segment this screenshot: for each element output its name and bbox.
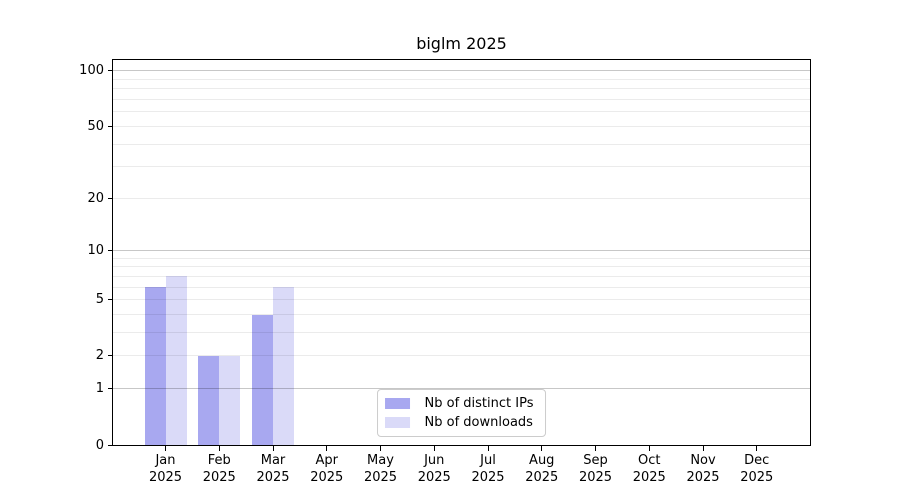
x-tick-month: Nov (690, 453, 716, 468)
gridline-minor (113, 125, 810, 127)
y-tick-label: 1 (95, 381, 104, 397)
x-tick-label: Jun 2025 (406, 452, 462, 486)
bar-downloads-mar (273, 287, 294, 445)
gridline-major (113, 250, 810, 252)
x-tick-month: Jun (424, 453, 445, 468)
x-tick-month: Sep (583, 453, 608, 468)
bar-distinct-ips-jan (144, 287, 166, 445)
x-tick-year: 2025 (686, 470, 720, 485)
y-tick (108, 388, 113, 390)
x-tick-year: 2025 (471, 470, 505, 485)
y-tick-label: 10 (87, 243, 104, 259)
x-tick (702, 446, 704, 451)
gridline-minor (113, 257, 810, 259)
x-tick (326, 446, 328, 451)
x-tick (272, 446, 274, 451)
y-tick-label: 50 (87, 118, 104, 134)
x-tick-label: Oct 2025 (621, 452, 677, 486)
gridline-minor (113, 286, 810, 288)
x-tick-year: 2025 (740, 470, 774, 485)
x-tick-year: 2025 (417, 470, 451, 485)
y-tick (108, 70, 113, 72)
x-tick-label: Dec 2025 (729, 452, 785, 486)
x-tick-year: 2025 (525, 470, 559, 485)
gridline-minor (113, 275, 810, 277)
x-tick-month: Aug (529, 453, 555, 468)
x-tick-label: Mar 2025 (245, 452, 301, 486)
x-tick-month: Jan (155, 453, 176, 468)
y-tick (108, 197, 113, 199)
x-tick-month: Feb (207, 453, 231, 468)
x-tick-year: 2025 (256, 470, 290, 485)
x-tick (433, 446, 435, 451)
legend-swatch-distinct-ips (384, 398, 410, 409)
gridline-minor (113, 99, 810, 101)
x-tick (165, 446, 166, 451)
y-tick (108, 355, 113, 357)
legend-label-distinct-ips: Nb of distinct IPs (424, 396, 534, 411)
y-tick (108, 250, 113, 252)
y-tick (108, 125, 113, 127)
x-tick-year: 2025 (310, 470, 344, 485)
bar-downloads-jan (165, 276, 187, 445)
x-tick-label: Jul 2025 (460, 452, 516, 486)
x-tick-month: Apr (315, 453, 339, 468)
x-tick-year: 2025 (148, 470, 183, 485)
gridline-minor (113, 266, 810, 268)
y-tick-label: 100 (79, 63, 104, 79)
bar-downloads-feb (219, 355, 241, 445)
x-tick-year: 2025 (578, 470, 613, 485)
x-tick (380, 446, 381, 451)
gridline-minor (113, 299, 810, 301)
gridline-minor (113, 88, 810, 90)
x-tick-year: 2025 (202, 470, 236, 485)
y-tick (108, 299, 113, 301)
gridline-minor (113, 314, 810, 316)
y-tick-label: 0 (95, 437, 104, 453)
gridline-minor (113, 197, 810, 199)
x-tick (756, 446, 758, 451)
x-tick (541, 446, 543, 451)
x-tick-month: May (367, 453, 394, 468)
gridline-minor (113, 111, 810, 113)
legend-item-distinct-ips: Nb of distinct IPs (384, 396, 534, 411)
chart-title: biglm 2025 (416, 34, 507, 53)
x-tick-month: Oct (638, 453, 661, 468)
legend-swatch-downloads (384, 417, 410, 428)
bar-distinct-ips-mar (252, 314, 273, 445)
gridline-minor (113, 78, 810, 80)
legend: Nb of distinct IPs Nb of downloads (376, 389, 547, 437)
y-tick-label: 20 (87, 190, 104, 206)
x-tick-label: Nov 2025 (675, 452, 731, 486)
plot-area: Nb of distinct IPs Nb of downloads (112, 59, 811, 446)
x-tick-label: Apr 2025 (299, 452, 355, 486)
gridline-major (113, 70, 810, 72)
x-tick (218, 446, 220, 451)
x-tick (648, 446, 650, 451)
x-tick-year: 2025 (632, 470, 666, 485)
x-tick-year: 2025 (363, 470, 398, 485)
gridline-minor (113, 166, 810, 168)
x-tick-label: May 2025 (353, 452, 409, 486)
x-tick-month: Jul (480, 453, 496, 468)
x-tick-label: Sep 2025 (568, 452, 624, 486)
legend-item-downloads: Nb of downloads (384, 415, 534, 430)
x-tick-month: Dec (744, 453, 770, 468)
x-tick-label: Feb 2025 (191, 452, 247, 486)
x-tick (487, 446, 489, 451)
x-tick-label: Aug 2025 (514, 452, 570, 486)
x-tick-label: Jan 2025 (138, 452, 194, 486)
gridline-minor (113, 143, 810, 145)
bar-distinct-ips-feb (198, 355, 220, 445)
legend-label-downloads: Nb of downloads (424, 415, 533, 430)
y-tick-label: 2 (95, 348, 104, 364)
x-tick (595, 446, 596, 451)
x-tick-month: Mar (260, 453, 286, 468)
y-tick-label: 5 (95, 292, 104, 308)
y-tick (108, 444, 113, 446)
gridline-minor (113, 332, 810, 334)
